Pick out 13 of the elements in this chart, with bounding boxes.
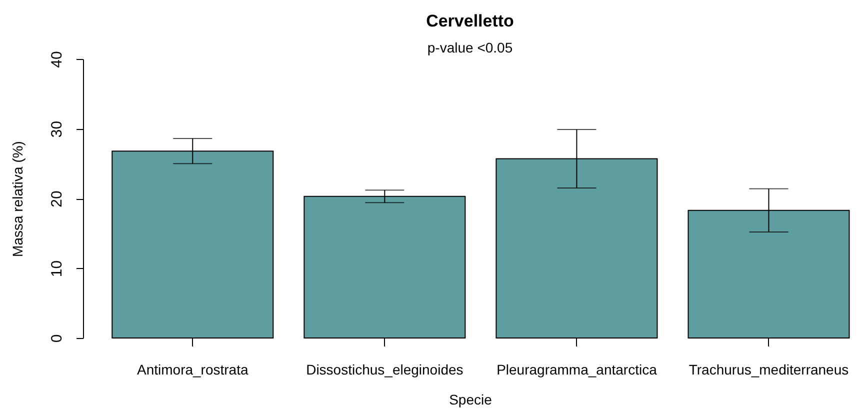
- y-tick-label: 40: [48, 51, 66, 68]
- y-tick-label: 30: [48, 120, 66, 138]
- x-tick-label: Antimora_rostrata: [137, 362, 248, 378]
- y-tick-label: 10: [48, 260, 66, 278]
- y-axis-title: Massa relativa (%): [10, 141, 26, 257]
- chart-title: Cervelletto: [426, 12, 514, 31]
- x-tick-label: Pleuragramma_antarctica: [496, 362, 658, 378]
- y-tick-label: 0: [48, 334, 66, 343]
- chart-subtitle: p-value <0.05: [427, 40, 513, 56]
- x-axis-title: Specie: [449, 392, 492, 408]
- y-tick-label: 20: [48, 190, 66, 208]
- x-tick-label: Dissostichus_eleginoides: [306, 362, 464, 378]
- x-tick-label: Trachurus_mediterraneus: [688, 362, 849, 378]
